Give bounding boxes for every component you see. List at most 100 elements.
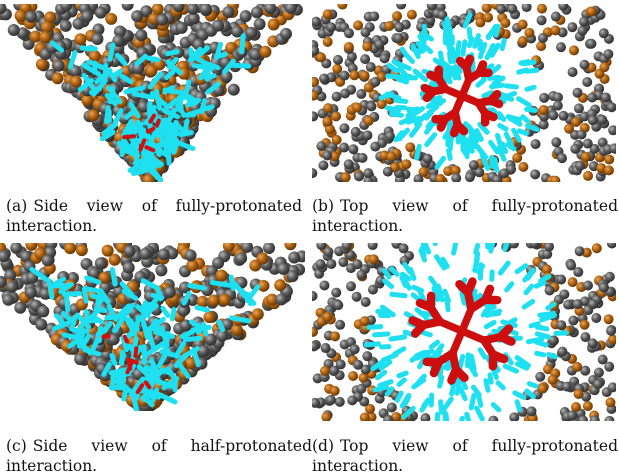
bead: [366, 62, 376, 72]
chain: [399, 373, 406, 376]
bead: [263, 243, 275, 254]
chain: [462, 293, 464, 303]
bead: [208, 294, 220, 306]
chain: [148, 129, 153, 132]
bead: [348, 144, 358, 154]
bead: [384, 21, 394, 31]
bead: [312, 291, 318, 301]
chain: [537, 334, 548, 337]
chain: [407, 56, 412, 62]
bead: [580, 320, 590, 330]
bead: [332, 135, 342, 145]
chain: [412, 125, 420, 136]
chain: [491, 142, 498, 151]
chain: [242, 36, 243, 52]
bead: [158, 248, 170, 260]
bead: [369, 11, 379, 21]
chain: [172, 310, 174, 319]
chain: [518, 99, 529, 106]
bead: [353, 20, 363, 30]
bead: [275, 293, 287, 305]
chain: [485, 289, 490, 300]
chain: [74, 330, 87, 331]
bead: [259, 46, 271, 58]
chain: [436, 296, 442, 300]
chain: [441, 119, 444, 127]
bead: [531, 139, 541, 149]
chain: [440, 378, 442, 386]
bead: [567, 22, 577, 32]
bead: [537, 4, 547, 14]
chain: [369, 327, 381, 328]
bead: [604, 314, 614, 324]
chain: [507, 284, 512, 290]
chain: [502, 40, 504, 48]
bead: [583, 139, 593, 149]
bead: [347, 395, 357, 405]
chain: [82, 48, 95, 49]
bead: [567, 410, 577, 420]
bead: [587, 7, 597, 17]
bead: [469, 160, 479, 170]
caption-text: Top view of fully-protonated interaction…: [312, 437, 618, 475]
bead: [465, 172, 475, 182]
caption: (a)Side view of fully-protonated interac…: [6, 196, 302, 236]
chain: [521, 62, 529, 63]
bead: [605, 272, 615, 282]
bead: [316, 141, 326, 151]
chain: [420, 303, 431, 308]
caption-label: (d): [312, 437, 334, 455]
chain: [475, 259, 478, 271]
chain: [492, 158, 493, 167]
chain: [517, 402, 519, 410]
chain: [531, 324, 538, 326]
bead: [245, 27, 257, 39]
bead: [577, 130, 587, 140]
bead: [223, 6, 235, 18]
bead: [346, 281, 356, 291]
bead: [399, 243, 409, 253]
bead: [320, 366, 330, 376]
bead: [87, 109, 99, 121]
bead: [333, 55, 343, 65]
bead: [575, 246, 585, 256]
chain: [519, 131, 526, 134]
chain: [431, 342, 437, 347]
bead: [322, 150, 332, 160]
bead: [284, 243, 296, 250]
chain: [378, 372, 385, 377]
bead: [374, 39, 384, 49]
caption-label: (a): [6, 197, 27, 215]
chain: [110, 45, 113, 59]
bead: [537, 15, 547, 25]
bead: [353, 360, 363, 370]
chain: [537, 327, 547, 329]
chain: [500, 126, 506, 130]
chain: [189, 111, 201, 115]
bead: [509, 412, 519, 421]
chain: [387, 108, 398, 111]
bead: [74, 33, 86, 45]
bead: [360, 27, 370, 37]
bead: [364, 116, 374, 126]
bead: [252, 308, 264, 320]
bead: [591, 313, 601, 323]
bead: [212, 20, 224, 32]
chain: [202, 101, 205, 112]
chain: [523, 117, 529, 122]
bead: [349, 70, 359, 80]
chain: [444, 399, 452, 410]
chain: [174, 145, 177, 153]
chain: [219, 322, 222, 330]
bead: [333, 300, 343, 310]
bead: [123, 262, 135, 274]
chain: [396, 100, 406, 101]
bead: [545, 285, 555, 295]
chain: [402, 49, 406, 55]
bead: [573, 88, 583, 98]
bead: [359, 373, 369, 383]
bead: [548, 110, 558, 120]
chain: [421, 250, 425, 260]
bead: [385, 131, 395, 141]
chain: [157, 120, 159, 125]
